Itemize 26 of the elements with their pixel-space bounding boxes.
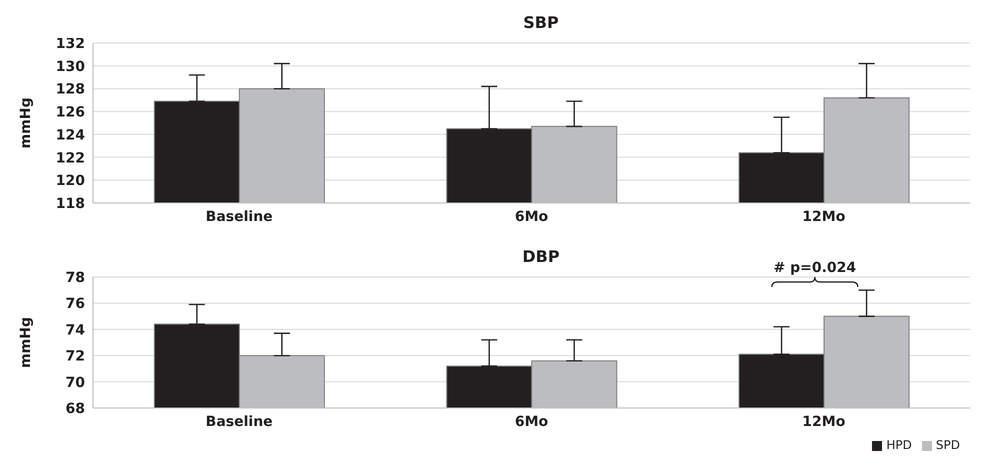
x-tick-label: Baseline [206,208,273,225]
y-tick-label: 68 [66,400,85,417]
chart-title: SBP [523,13,559,32]
legend-label: SPD [936,438,960,452]
x-tick-label: 6Mo [514,414,549,430]
x-tick-label: 12Mo [802,414,846,430]
x-tick-label: 6Mo [514,208,549,225]
y-tick-label: 128 [56,82,85,98]
chart-title: DBP [521,246,561,266]
y-tick-label: 118 [56,196,85,212]
legend-label: HPD [886,438,912,452]
y-tick-label: 72 [66,348,85,365]
y-tick-label: 70 [66,374,86,391]
x-tick-label: 12Mo [802,208,846,225]
y-tick-label: 122 [56,150,85,166]
text: # p=0.024 [774,260,856,276]
y-tick-label: 120 [56,173,86,190]
y-axis-title: mmHg [18,317,34,368]
y-tick-label: 76 [66,296,85,312]
y-tick-label: 74 [66,322,86,338]
y-tick-label: 124 [56,127,86,144]
x-tick-label: Baseline [206,414,273,430]
y-tick-label: 126 [56,104,85,121]
y-tick-label: 78 [66,270,85,286]
y-axis-title: mmHg [18,98,34,148]
y-tick-label: 130 [56,58,86,75]
